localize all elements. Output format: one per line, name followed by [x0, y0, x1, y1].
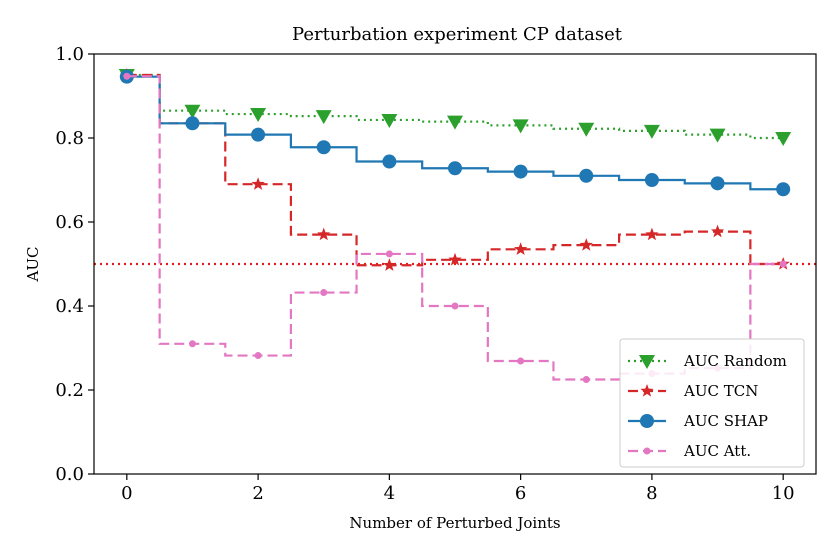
y-axis: 0.0 0.2 0.4 0.6 0.8 1.0: [55, 44, 94, 485]
series-auc-shap: [119, 69, 791, 197]
chart-title: Perturbation experiment CP dataset: [292, 24, 623, 45]
data-point: [447, 115, 463, 130]
data-point: [644, 173, 659, 187]
data-point: [382, 258, 397, 271]
y-tick-label: 0.6: [55, 212, 84, 233]
data-point: [513, 164, 528, 179]
data-point: [188, 340, 196, 348]
data-point: [251, 127, 266, 142]
data-point: [710, 224, 725, 238]
data-point: [776, 182, 791, 197]
data-point: [451, 302, 459, 310]
data-point: [317, 227, 331, 241]
data-point: [710, 176, 725, 191]
data-point: [512, 119, 529, 134]
data-point: [320, 289, 328, 297]
x-tick-label: 8: [646, 483, 657, 504]
x-tick-label: 4: [384, 483, 395, 504]
data-point: [513, 242, 528, 255]
data-point: [579, 168, 594, 183]
y-tick-label: 0.0: [55, 464, 84, 485]
legend-entry: AUC SHAP: [628, 412, 768, 430]
data-point: [709, 128, 726, 143]
data-point: [123, 72, 131, 80]
data-point: [448, 161, 462, 176]
data-point: [779, 260, 787, 268]
data-point: [578, 122, 595, 137]
legend-swatch-marker: [639, 355, 655, 369]
data-point: [385, 250, 393, 258]
legend-label: AUC Att.: [683, 442, 751, 460]
data-point: [382, 154, 397, 169]
data-point: [254, 352, 262, 360]
data-point: [381, 113, 398, 128]
legend-box: [619, 338, 805, 468]
legend-entry: AUC TCN: [628, 382, 758, 400]
legend-label: AUC TCN: [683, 382, 758, 400]
legend-swatch-marker: [643, 447, 651, 455]
legend-label: AUC SHAP: [683, 412, 768, 430]
data-point: [645, 227, 659, 241]
series-auc-random: [118, 69, 792, 146]
data-point: [517, 357, 525, 365]
x-axis: 0 2 4 6 8 10: [121, 474, 795, 504]
legend-swatch-marker: [640, 414, 654, 428]
data-point: [448, 252, 462, 266]
data-point: [643, 124, 660, 139]
data-point: [775, 132, 792, 146]
legend-swatch-marker: [640, 384, 654, 397]
data-point: [316, 140, 331, 155]
y-tick-label: 0.8: [55, 128, 84, 149]
legend-label: AUC Random: [683, 352, 787, 370]
x-tick-label: 6: [515, 483, 526, 504]
y-axis-title: AUC: [24, 247, 42, 283]
plot-area: [94, 68, 816, 383]
y-tick-label: 0.4: [55, 296, 84, 317]
data-point: [250, 108, 267, 123]
legend: AUC Random AUC TCN AUC SHAP AUC Att.: [619, 338, 805, 468]
plot-frame: [93, 53, 817, 475]
data-point: [251, 177, 265, 190]
y-tick-label: 1.0: [55, 44, 84, 65]
x-tick-label: 0: [121, 483, 132, 504]
data-point: [582, 376, 590, 383]
x-tick-label: 2: [252, 483, 263, 504]
data-point: [185, 116, 200, 131]
legend-entry: AUC Random: [628, 352, 787, 370]
data-point: [579, 238, 593, 251]
y-tick-label: 0.2: [55, 380, 84, 401]
series-line: [126, 73, 784, 267]
x-axis-title: Number of Perturbed Joints: [349, 514, 560, 532]
legend-entry: AUC Att.: [628, 442, 751, 460]
x-tick-label: 10: [772, 483, 795, 504]
data-point: [184, 104, 201, 119]
data-point: [315, 110, 332, 125]
